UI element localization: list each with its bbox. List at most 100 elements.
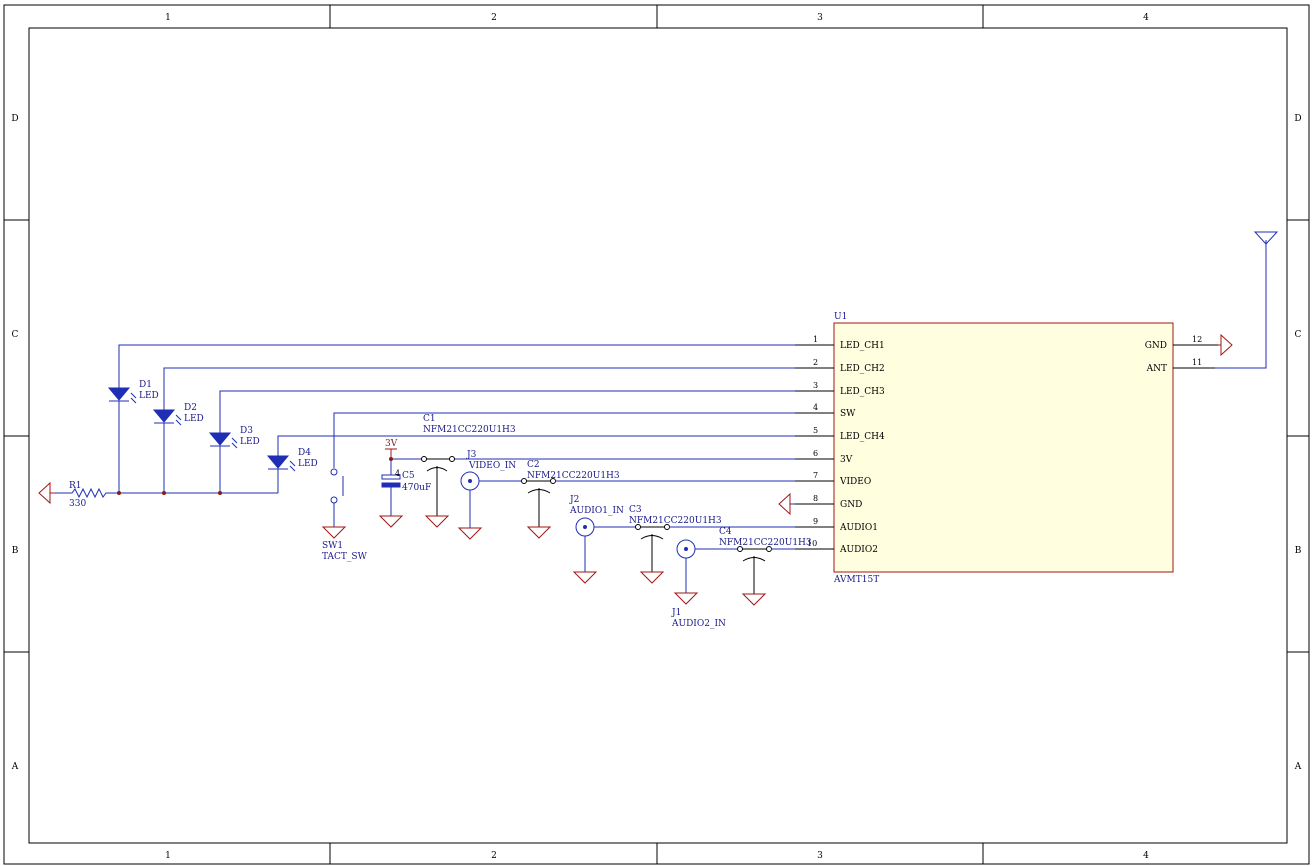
pin-name: LED_CH3 bbox=[840, 387, 885, 397]
pin-number: 7 bbox=[813, 471, 818, 480]
pin-name: LED_CH1 bbox=[840, 341, 885, 351]
u1-pin-6[interactable]: 6 3V bbox=[795, 449, 853, 465]
led-ref: D3 bbox=[240, 426, 253, 436]
pin-name: GND bbox=[1145, 341, 1167, 351]
jack-j3[interactable]: J3 VIDEO_IN bbox=[457, 450, 522, 540]
led-value: LED bbox=[139, 391, 159, 401]
resistor-value: 330 bbox=[69, 499, 86, 509]
pin-number: 12 bbox=[1192, 335, 1202, 344]
pin-name: LED_CH2 bbox=[840, 364, 885, 374]
pin-name: 3V bbox=[840, 455, 853, 465]
jack-ref: J3 bbox=[466, 450, 477, 460]
sheet-frame: 1 2 3 4 1 2 3 4 D C B A D C B A bbox=[3, 4, 1310, 865]
pin-number: 6 bbox=[813, 449, 818, 458]
u1-pin-9[interactable]: 9 AUDIO1 bbox=[795, 517, 878, 533]
u1-pin-7[interactable]: 7 VIDEO bbox=[795, 471, 871, 487]
capacitor-ref: C5 bbox=[402, 471, 415, 481]
pin-name: GND bbox=[840, 500, 862, 510]
u1-body[interactable] bbox=[833, 322, 1174, 573]
filter-c1[interactable]: C1 NFM21CC220U1H3 bbox=[421, 414, 516, 528]
led-d2[interactable]: D2 LED bbox=[152, 403, 204, 493]
frame-col-label: 1 bbox=[165, 13, 171, 23]
jack-value: AUDIO2_IN bbox=[671, 619, 726, 629]
u1-part: AVMT15T bbox=[833, 575, 879, 585]
filter-value: NFM21CC220U1H3 bbox=[423, 425, 516, 435]
pin-number: 2 bbox=[813, 358, 818, 367]
u1-pin-3[interactable]: 3 LED_CH3 bbox=[795, 381, 885, 397]
frame-col-label: 2 bbox=[491, 13, 497, 23]
capacitor-c5[interactable]: 4 C5 470uF bbox=[378, 459, 431, 528]
capacitor-pin: 4 bbox=[395, 469, 400, 478]
u1-pin-2[interactable]: 2 LED_CH2 bbox=[795, 358, 885, 374]
u1-pin-12[interactable]: 12 GND bbox=[1145, 335, 1218, 351]
u1-ref: U1 bbox=[834, 312, 847, 322]
led-wires bbox=[118, 344, 795, 468]
pin-number: 3 bbox=[813, 381, 818, 390]
pin-name: AUDIO1 bbox=[839, 523, 878, 533]
led-d3[interactable]: D3 LED bbox=[208, 426, 260, 493]
frame-col-label: 2 bbox=[491, 851, 497, 861]
filter-c2[interactable]: C2 NFM21CC220U1H3 bbox=[521, 460, 796, 539]
frame-row-label: A bbox=[11, 762, 19, 772]
led-ref: D2 bbox=[184, 403, 197, 413]
frame-row-label: C bbox=[1295, 330, 1302, 340]
u1-pin-5[interactable]: 5 LED_CH4 bbox=[795, 426, 885, 442]
pin-name: ANT bbox=[1146, 364, 1167, 374]
led-value: LED bbox=[184, 414, 204, 424]
jack-j1[interactable]: J1 AUDIO2_IN bbox=[671, 539, 738, 629]
pin-name: VIDEO bbox=[839, 477, 871, 487]
frame-col-label: 4 bbox=[1143, 13, 1149, 23]
frame-col-label: 3 bbox=[817, 13, 823, 23]
frame-row-label: C bbox=[12, 330, 19, 340]
u1-pin-11[interactable]: 11 ANT bbox=[1146, 358, 1215, 374]
u1-pin-10[interactable]: 10 AUDIO2 bbox=[795, 539, 878, 555]
filter-ref: C4 bbox=[719, 527, 732, 537]
ground-symbol bbox=[1218, 333, 1233, 357]
led-value: LED bbox=[298, 459, 318, 469]
pin-number: 8 bbox=[813, 494, 818, 503]
led-value: LED bbox=[240, 437, 260, 447]
frame-col-label: 4 bbox=[1143, 851, 1149, 861]
jack-value: AUDIO1_IN bbox=[569, 506, 624, 516]
pin-number: 9 bbox=[813, 517, 818, 526]
filter-ref: C2 bbox=[527, 460, 540, 470]
jack-ref: J2 bbox=[569, 495, 579, 505]
pin-number: 11 bbox=[1192, 358, 1202, 367]
u1-pin-4[interactable]: 4 SW bbox=[795, 403, 856, 419]
u1-pin-8[interactable]: 8 GND bbox=[795, 494, 862, 510]
jack-value: VIDEO_IN bbox=[468, 461, 516, 471]
filter-value: NFM21CC220U1H3 bbox=[629, 516, 722, 526]
filter-ref: C3 bbox=[629, 505, 642, 515]
frame-row-label: D bbox=[1294, 114, 1301, 124]
pin-name: SW bbox=[840, 409, 856, 419]
filter-c4[interactable]: C4 NFM21CC220U1H3 bbox=[719, 527, 812, 606]
pin-number: 10 bbox=[807, 539, 817, 548]
pin-number: 1 bbox=[813, 335, 818, 344]
pin-number: 5 bbox=[813, 426, 818, 435]
u1-module[interactable]: U1 AVMT15T 1 LED_CH1 2 LED_CH2 3 LED_CH3… bbox=[795, 312, 1218, 585]
frame-row-label: D bbox=[11, 114, 18, 124]
pin-name: AUDIO2 bbox=[839, 545, 878, 555]
ground-symbol bbox=[778, 492, 795, 516]
resistor-r1[interactable]: R1 330 bbox=[55, 481, 115, 509]
filter-value: NFM21CC220U1H3 bbox=[719, 538, 812, 548]
led-bus bbox=[115, 491, 278, 495]
switch-value: TACT_SW bbox=[322, 552, 368, 562]
led-ref: D1 bbox=[139, 380, 152, 390]
capacitor-value: 470uF bbox=[402, 483, 431, 493]
led-d1[interactable]: D1 LED bbox=[107, 380, 159, 493]
led-d4[interactable]: D4 LED bbox=[266, 448, 318, 493]
switch-sw1[interactable]: SW1 TACT_SW bbox=[321, 468, 368, 562]
power-3v: 3V bbox=[385, 439, 398, 459]
pin-name: LED_CH4 bbox=[840, 432, 885, 442]
switch-ref: SW1 bbox=[322, 541, 343, 551]
filter-value: NFM21CC220U1H3 bbox=[527, 471, 620, 481]
filter-c3[interactable]: C3 NFM21CC220U1H3 bbox=[629, 505, 795, 584]
frame-row-label: B bbox=[12, 546, 19, 556]
led-ref: D4 bbox=[298, 448, 311, 458]
jack-j2[interactable]: J2 AUDIO1_IN bbox=[569, 495, 636, 584]
u1-pin-1[interactable]: 1 LED_CH1 bbox=[795, 335, 885, 351]
resistor-ref: R1 bbox=[69, 481, 82, 491]
filter-ref: C1 bbox=[423, 414, 436, 424]
